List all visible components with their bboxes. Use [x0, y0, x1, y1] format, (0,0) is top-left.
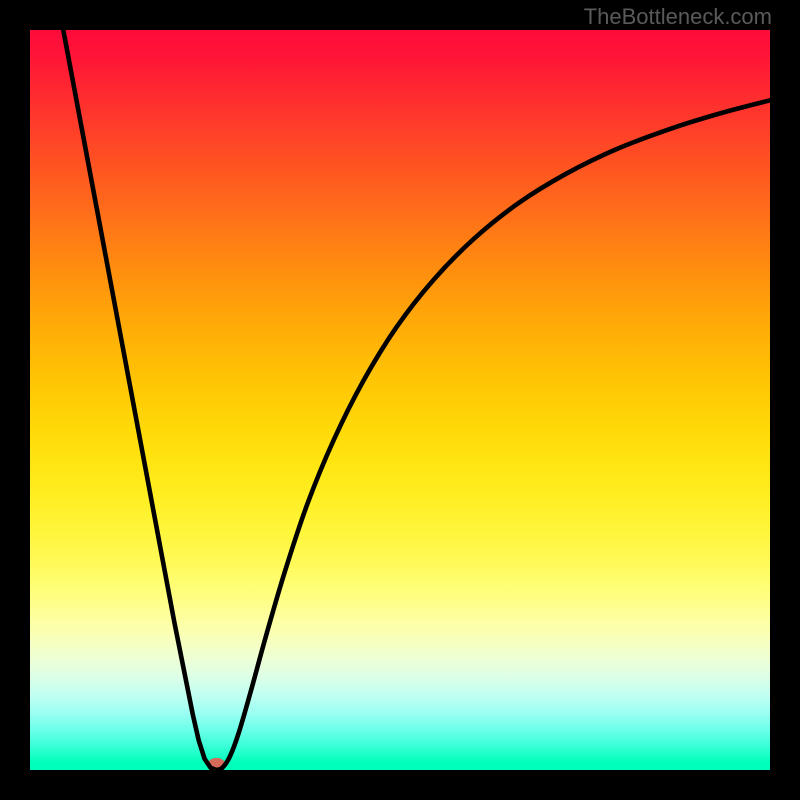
plot-area [30, 30, 770, 770]
watermark-label: TheBottleneck.com [584, 4, 772, 30]
chart-container: { "chart": { "type": "line", "canvas": {… [0, 0, 800, 800]
gradient-background [30, 30, 770, 770]
